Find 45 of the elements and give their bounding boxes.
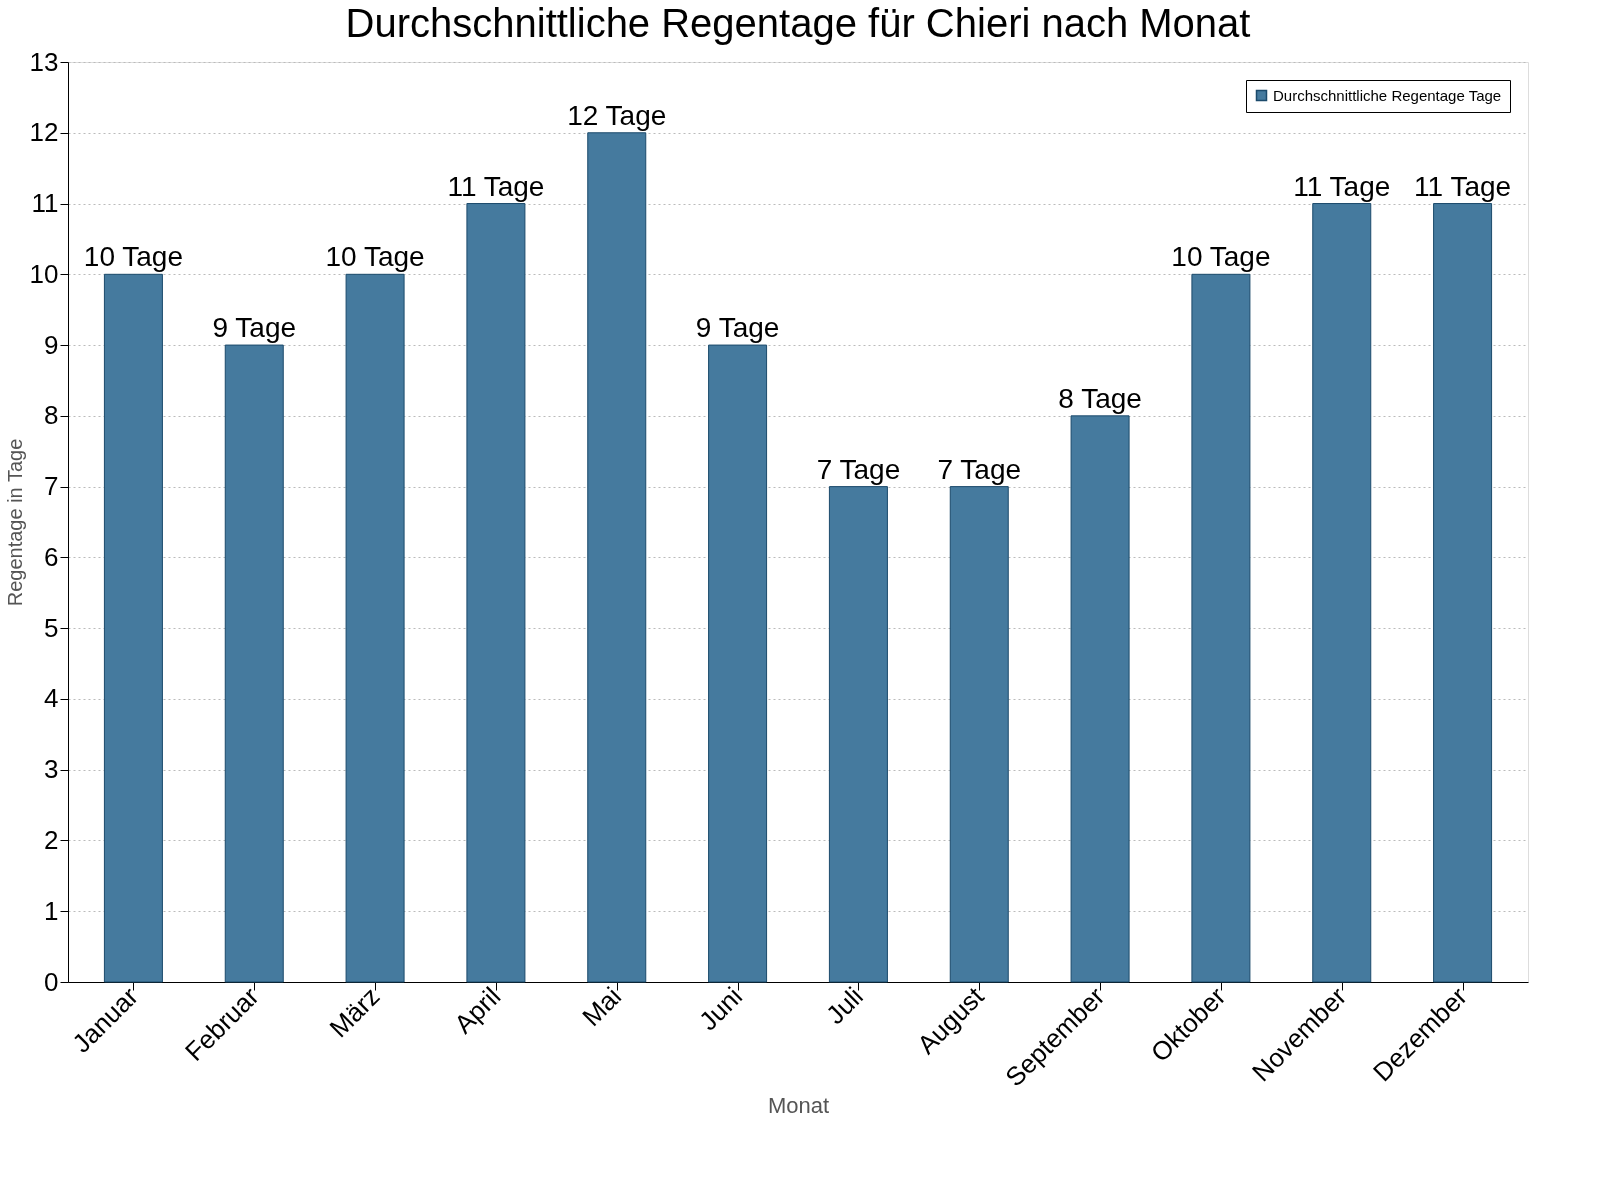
chart-title: Durchschnittliche Regentage für Chieri nach Monat	[345, 1, 1251, 45]
y-tick-label: 9	[44, 329, 59, 360]
y-axis-title: Regentage in Tage	[3, 438, 26, 607]
y-tick-label: 12	[29, 117, 59, 148]
data-label: 10 Tage	[1171, 241, 1271, 273]
x-tick-label: Mai	[576, 981, 628, 1033]
x-tick-label: Juni	[693, 981, 748, 1037]
bar	[1312, 203, 1372, 983]
y-tick-label: 4	[44, 683, 59, 714]
y-tick-label: 8	[44, 400, 59, 431]
data-label: 10 Tage	[83, 241, 183, 273]
data-label: 7 Tage	[937, 453, 1022, 485]
bar	[224, 344, 284, 983]
data-label: 9 Tage	[212, 312, 297, 344]
bar	[708, 344, 768, 983]
bar	[828, 486, 888, 983]
bar	[103, 273, 163, 983]
bar	[345, 273, 405, 983]
y-tick-label: 2	[44, 824, 59, 855]
y-tick-label: 11	[31, 188, 59, 219]
data-label: 7 Tage	[816, 453, 901, 485]
data-label: 10 Tage	[325, 241, 425, 273]
y-tick-label: 6	[44, 541, 59, 572]
bar	[587, 132, 647, 983]
data-label: 11 Tage	[1414, 170, 1512, 202]
y-tick-label: 5	[44, 612, 59, 643]
data-label: 12 Tage	[567, 99, 667, 131]
data-label: 9 Tage	[695, 312, 780, 344]
y-tick-label: 13	[29, 46, 59, 77]
bar	[466, 203, 526, 983]
y-tick-label: 3	[44, 754, 59, 785]
x-tick-label: Juli	[820, 981, 869, 1030]
bar	[949, 486, 1009, 983]
y-tick-label: 1	[44, 895, 59, 926]
data-label: 11 Tage	[1293, 170, 1391, 202]
y-tick-label: 7	[44, 471, 59, 502]
bar	[1070, 415, 1130, 983]
x-axis-title: Monat	[767, 1092, 830, 1118]
bar	[1191, 273, 1251, 983]
data-label: 8 Tage	[1058, 382, 1142, 414]
y-tick-label: 10	[29, 258, 59, 289]
legend-label: Durchschnittliche Regentage Tage	[1273, 86, 1502, 104]
bar	[1433, 203, 1493, 983]
data-label: 11 Tage	[447, 170, 545, 202]
y-tick-label: 0	[44, 966, 59, 997]
